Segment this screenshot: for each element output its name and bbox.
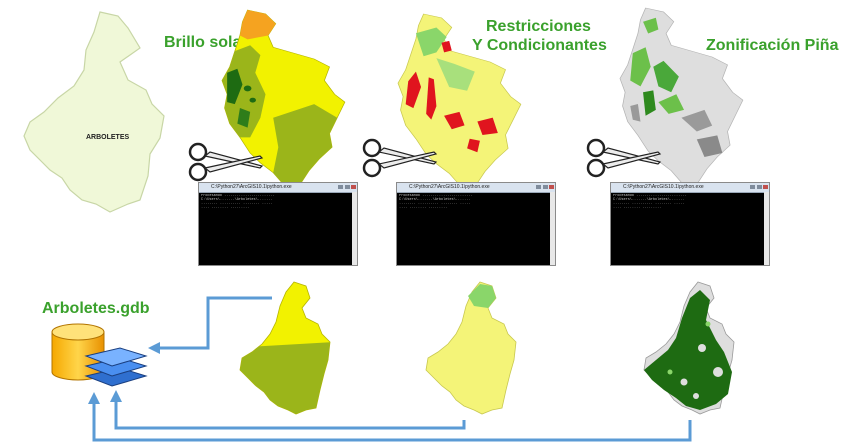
zonificacion-pina-map — [619, 7, 744, 193]
scissors-icon — [362, 138, 438, 178]
scissors-icon — [586, 138, 662, 178]
arboletes-zonificacion — [643, 281, 735, 415]
layers-icon — [84, 347, 148, 387]
step-title-zonificacion: Zonificación Piña — [706, 37, 839, 54]
step-title-restricciones: Restricciones — [486, 18, 591, 35]
restricciones-map — [397, 13, 522, 196]
geodatabase-label: Arboletes.gdb — [42, 300, 150, 317]
arboletes-restricciones — [425, 281, 517, 415]
arboletes-brillo-solar — [239, 281, 331, 415]
console-window: C:\Python27\ArcGIS10.1\python.exe Proces… — [610, 182, 770, 266]
flow-arrows — [92, 296, 692, 442]
console-window: C:\Python27\ArcGIS10.1\python.exe Proces… — [198, 182, 358, 266]
step-title-brillo-solar: Brillo solar — [164, 34, 248, 51]
scissors-icon — [188, 142, 264, 182]
console-window: C:\Python27\ArcGIS10.1\python.exe Proces… — [396, 182, 556, 266]
brillo-solar-map — [221, 9, 346, 195]
step-title-condicionantes: Y Condicionantes — [472, 37, 607, 54]
map-area-label: ARBOLETES — [86, 134, 130, 141]
arrow-heads — [88, 342, 160, 404]
